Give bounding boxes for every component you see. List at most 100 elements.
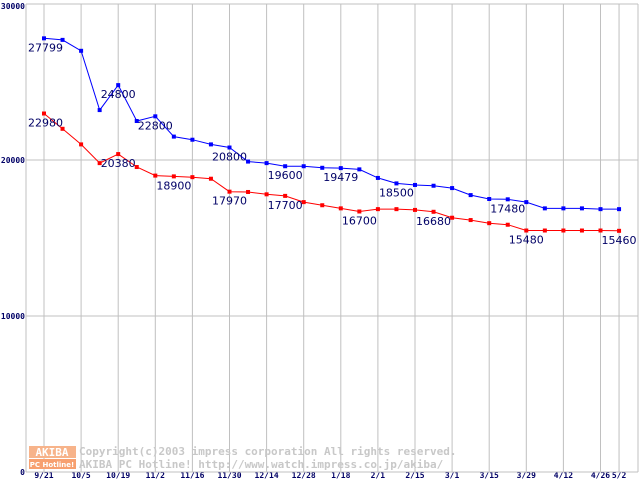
- data-point-blue: [208, 142, 213, 147]
- data-point-blue: [524, 200, 529, 205]
- x-tick-label: 2/15: [405, 471, 424, 480]
- data-label-blue: 18500: [379, 186, 414, 199]
- data-label-red: 17700: [268, 199, 303, 212]
- data-point-red: [283, 193, 288, 198]
- data-point-blue: [97, 108, 102, 113]
- data-point-blue: [561, 206, 566, 211]
- data-point-red: [264, 192, 269, 197]
- x-tick-label: 5/2: [612, 471, 627, 480]
- data-point-red: [208, 176, 213, 181]
- series-line-red: [43, 113, 620, 232]
- data-label-blue: 20800: [212, 151, 247, 164]
- data-point-red: [579, 228, 584, 233]
- data-point-red: [524, 228, 529, 233]
- x-tick-label: 10/19: [106, 471, 130, 480]
- data-point-blue: [413, 182, 417, 187]
- data-point-red: [97, 161, 102, 166]
- logo-top-box: [29, 446, 76, 458]
- data-point-red: [561, 228, 566, 233]
- data-point-red: [171, 174, 176, 179]
- data-label-red: 16700: [342, 214, 377, 227]
- data-point-blue: [450, 186, 455, 191]
- x-tick-label: 3/1: [445, 471, 460, 480]
- watermark: AKIBA PC Hotline! Copyright(c)2003 impre…: [29, 445, 457, 471]
- x-tick-label: 3/29: [517, 471, 536, 480]
- x-tick-label: 10/5: [71, 471, 90, 480]
- data-point-red: [153, 173, 158, 178]
- x-tick-label: 11/30: [217, 471, 241, 480]
- x-tick-label: 3/15: [480, 471, 499, 480]
- data-point-red: [542, 228, 547, 233]
- data-point-blue: [79, 48, 84, 53]
- data-point-blue: [598, 207, 603, 212]
- grid: [26, 3, 639, 473]
- x-tick-label: 11/2: [146, 471, 165, 480]
- data-point-blue: [487, 197, 492, 201]
- x-tick-label: 2/1: [371, 471, 386, 480]
- data-point-blue: [190, 137, 195, 142]
- data-label-red: 16680: [416, 215, 451, 228]
- data-point-red: [79, 142, 84, 147]
- data-point-blue: [60, 37, 65, 42]
- data-point-red: [450, 215, 455, 220]
- data-point-red: [338, 206, 343, 211]
- data-point-red: [227, 189, 232, 194]
- x-tick-label: 12/28: [292, 471, 316, 480]
- data-point-blue: [301, 164, 306, 169]
- data-point-blue: [116, 83, 121, 88]
- data-point-red: [598, 228, 603, 233]
- y-tick-label: 0: [20, 468, 25, 477]
- data-point-red: [468, 218, 473, 223]
- data-label-red: 20380: [101, 157, 136, 170]
- logo-top: AKIBA: [35, 446, 68, 459]
- data-point-blue: [283, 164, 288, 169]
- data-point-red: [301, 200, 306, 205]
- data-point-red: [116, 152, 121, 157]
- data-point-red: [431, 209, 436, 214]
- data-point-red: [505, 222, 510, 227]
- x-tick-label: 9/21: [34, 471, 53, 480]
- data-point-red: [357, 209, 362, 214]
- data-point-red: [487, 221, 492, 226]
- data-point-blue: [431, 183, 436, 188]
- data-point-blue: [246, 159, 251, 164]
- data-point-blue: [542, 206, 547, 211]
- data-point-blue: [468, 193, 473, 198]
- data-label-red: 22980: [28, 117, 63, 130]
- data-point-blue: [320, 165, 325, 170]
- y-tick-label: 30000: [1, 2, 25, 11]
- series-line-blue: [43, 37, 620, 210]
- y-tick-label: 20000: [1, 156, 25, 165]
- data-point-blue: [171, 134, 176, 139]
- site-text: AKIBA PC Hotline! http://www.watch.impre…: [79, 458, 444, 471]
- y-tick-label: 10000: [1, 312, 25, 321]
- data-label-blue: 27799: [28, 41, 63, 54]
- data-label-red: 15480: [509, 234, 544, 247]
- data-point-blue: [579, 206, 584, 211]
- data-point-red: [320, 203, 325, 208]
- series: 27799 24800 22800 20800 19600 19479 18500 17480…: [28, 36, 637, 247]
- x-tick-label: 4/12: [554, 471, 573, 480]
- x-tick-label: 11/16: [180, 471, 204, 480]
- data-point-red: [134, 165, 139, 170]
- data-label-blue: 24800: [101, 88, 136, 101]
- data-point-blue: [338, 166, 343, 171]
- data-label-red: 18900: [156, 179, 191, 192]
- x-tick-label: 4/26: [591, 471, 610, 480]
- data-point-red: [617, 228, 622, 233]
- data-point-blue: [227, 145, 232, 150]
- data-label-red: 17970: [212, 195, 247, 208]
- data-point-blue: [617, 207, 622, 212]
- data-point-blue: [505, 197, 510, 202]
- data-point-red: [394, 207, 399, 212]
- data-point-red: [246, 189, 251, 194]
- data-point-red: [413, 207, 417, 212]
- data-label-blue: 22800: [138, 119, 173, 132]
- data-point-red: [42, 111, 46, 116]
- data-point-blue: [134, 119, 139, 123]
- data-point-blue: [264, 161, 269, 166]
- data-label-red: 15460: [602, 234, 637, 247]
- data-point-red: [190, 175, 195, 180]
